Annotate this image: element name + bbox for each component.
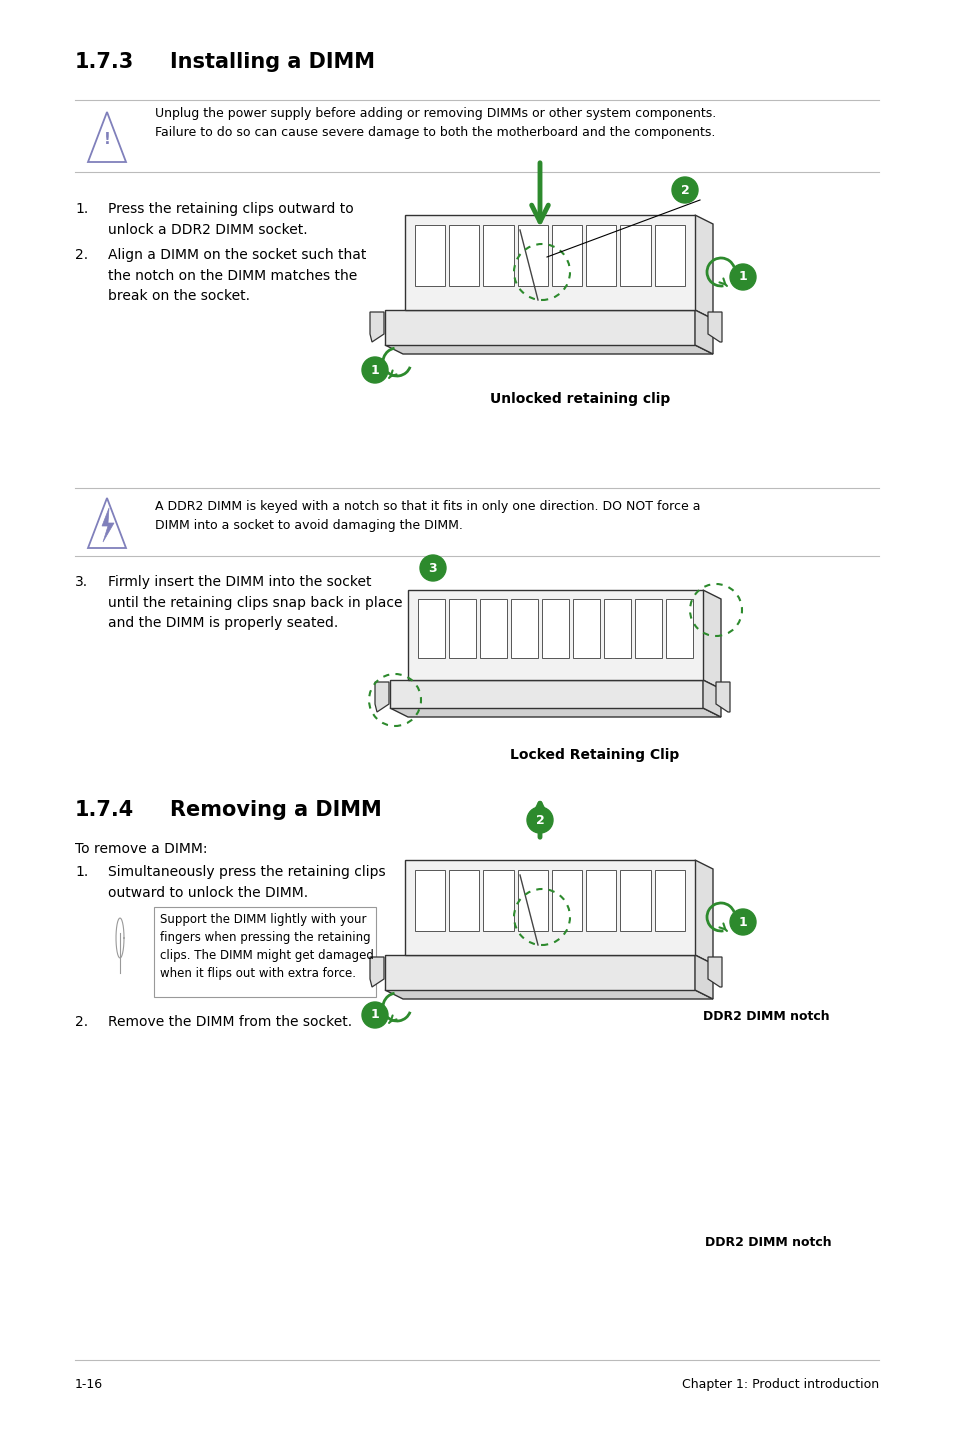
- Text: 1: 1: [738, 915, 746, 928]
- Polygon shape: [405, 861, 695, 955]
- Polygon shape: [665, 599, 692, 657]
- Polygon shape: [702, 590, 720, 689]
- Text: Locked Retaining Clip: Locked Retaining Clip: [510, 748, 679, 762]
- Text: 1: 1: [370, 1008, 379, 1021]
- Polygon shape: [415, 869, 445, 931]
- Text: Unlocked retaining clip: Unlocked retaining clip: [489, 392, 669, 407]
- Text: A DDR2 DIMM is keyed with a notch so that it fits in only one direction. DO NOT : A DDR2 DIMM is keyed with a notch so tha…: [154, 500, 700, 533]
- Text: 3.: 3.: [75, 576, 88, 589]
- Polygon shape: [405, 309, 712, 319]
- Text: Remove the DIMM from the socket.: Remove the DIMM from the socket.: [108, 1015, 352, 1030]
- FancyBboxPatch shape: [153, 906, 375, 997]
- Text: Removing a DIMM: Removing a DIMM: [170, 800, 381, 821]
- Polygon shape: [635, 599, 661, 657]
- Polygon shape: [707, 312, 721, 342]
- Polygon shape: [385, 990, 712, 1000]
- Text: 1-16: 1-16: [75, 1378, 103, 1390]
- Polygon shape: [619, 869, 650, 931]
- Text: DDR2 DIMM notch: DDR2 DIMM notch: [702, 1010, 829, 1022]
- Polygon shape: [370, 312, 384, 342]
- Polygon shape: [517, 869, 547, 931]
- Polygon shape: [695, 215, 712, 319]
- Text: Align a DIMM on the socket such that
the notch on the DIMM matches the
break on : Align a DIMM on the socket such that the…: [108, 248, 366, 304]
- Text: Press the retaining clips outward to
unlock a DDR2 DIMM socket.: Press the retaining clips outward to unl…: [108, 202, 354, 236]
- Polygon shape: [385, 309, 695, 345]
- Text: 3: 3: [428, 561, 436, 574]
- Circle shape: [361, 1002, 388, 1028]
- Polygon shape: [483, 225, 514, 286]
- Polygon shape: [707, 957, 721, 987]
- Polygon shape: [695, 309, 712, 354]
- Text: Chapter 1: Product introduction: Chapter 1: Product introduction: [681, 1378, 878, 1390]
- Polygon shape: [370, 957, 384, 987]
- Text: 2: 2: [679, 183, 689, 196]
- Circle shape: [729, 263, 755, 291]
- Polygon shape: [405, 955, 712, 964]
- Polygon shape: [511, 599, 537, 657]
- Text: 2.: 2.: [75, 248, 88, 262]
- Polygon shape: [385, 955, 695, 990]
- Polygon shape: [390, 707, 720, 717]
- Circle shape: [729, 909, 755, 935]
- Polygon shape: [408, 680, 720, 689]
- Polygon shape: [408, 590, 702, 680]
- Polygon shape: [716, 682, 729, 712]
- Polygon shape: [619, 225, 650, 286]
- Text: Support the DIMM lightly with your
fingers when pressing the retaining
clips. Th: Support the DIMM lightly with your finge…: [160, 914, 374, 979]
- Circle shape: [526, 808, 553, 833]
- Polygon shape: [375, 682, 389, 712]
- Polygon shape: [695, 955, 712, 1000]
- Text: Installing a DIMM: Installing a DIMM: [170, 52, 375, 72]
- Text: Unplug the power supply before adding or removing DIMMs or other system componen: Unplug the power supply before adding or…: [154, 107, 716, 139]
- Circle shape: [671, 178, 698, 203]
- Text: 2: 2: [535, 813, 544, 826]
- Polygon shape: [603, 599, 630, 657]
- Text: DDR2 DIMM notch: DDR2 DIMM notch: [704, 1236, 831, 1249]
- Text: !: !: [104, 132, 111, 147]
- Circle shape: [419, 556, 446, 581]
- Text: 1.: 1.: [75, 202, 89, 216]
- Polygon shape: [541, 599, 568, 657]
- Polygon shape: [405, 215, 695, 309]
- Text: 1.7.3: 1.7.3: [75, 52, 134, 72]
- Text: 2.: 2.: [75, 1015, 88, 1030]
- Polygon shape: [517, 225, 547, 286]
- Polygon shape: [483, 869, 514, 931]
- Polygon shape: [390, 680, 702, 707]
- Polygon shape: [449, 225, 479, 286]
- Text: 1: 1: [738, 271, 746, 284]
- Polygon shape: [586, 225, 616, 286]
- Polygon shape: [479, 599, 506, 657]
- Text: 1.: 1.: [75, 865, 89, 879]
- Polygon shape: [385, 345, 712, 354]
- Polygon shape: [702, 680, 720, 717]
- Text: 1.7.4: 1.7.4: [75, 800, 134, 821]
- Polygon shape: [573, 599, 599, 657]
- Polygon shape: [102, 508, 113, 541]
- Text: Firmly insert the DIMM into the socket
until the retaining clips snap back in pl: Firmly insert the DIMM into the socket u…: [108, 576, 402, 630]
- Polygon shape: [586, 869, 616, 931]
- Text: 1: 1: [370, 364, 379, 377]
- Text: Simultaneously press the retaining clips
outward to unlock the DIMM.: Simultaneously press the retaining clips…: [108, 865, 385, 899]
- Polygon shape: [552, 869, 581, 931]
- Polygon shape: [552, 225, 581, 286]
- Text: To remove a DIMM:: To remove a DIMM:: [75, 842, 208, 856]
- Circle shape: [361, 357, 388, 382]
- Polygon shape: [415, 225, 445, 286]
- Polygon shape: [417, 599, 444, 657]
- Polygon shape: [449, 599, 476, 657]
- Polygon shape: [654, 869, 684, 931]
- Polygon shape: [654, 225, 684, 286]
- Polygon shape: [449, 869, 479, 931]
- Polygon shape: [695, 861, 712, 964]
